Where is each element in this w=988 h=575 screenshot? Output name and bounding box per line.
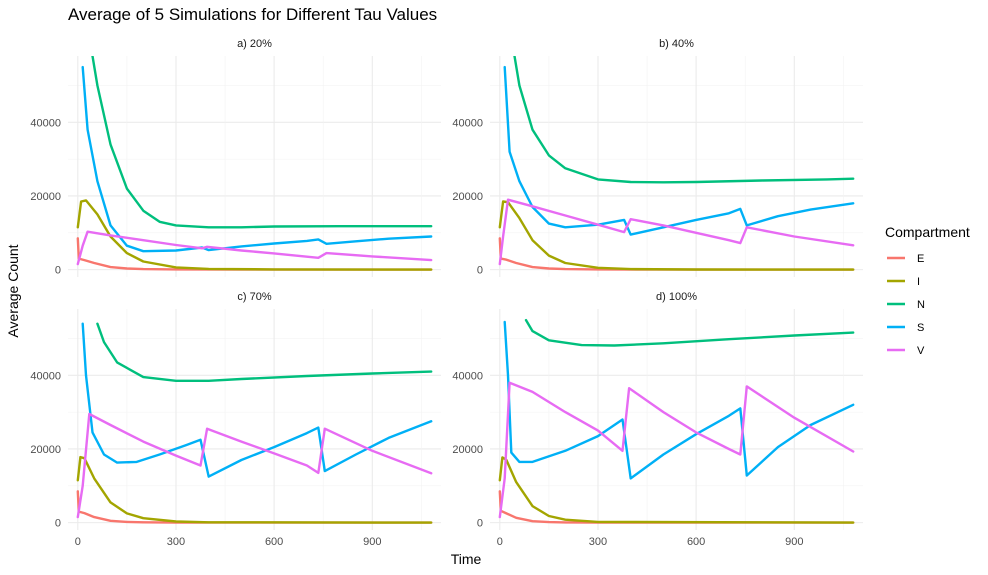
- grid: [490, 56, 863, 277]
- legend-item-V: V: [887, 345, 925, 357]
- panel-label: d) 100%: [656, 291, 697, 303]
- y-tick-label: 40000: [452, 370, 483, 382]
- y-tick-label: 0: [55, 265, 61, 277]
- series-group: [76, 322, 433, 524]
- series-line-E: [498, 490, 855, 524]
- legend-label: E: [917, 253, 924, 265]
- grid: [68, 309, 441, 530]
- series-line-N: [513, 56, 855, 184]
- series-line-I: [498, 200, 855, 271]
- y-tick-label: 0: [477, 518, 483, 530]
- x-tick-label: 0: [497, 536, 503, 548]
- series-line-N: [524, 318, 855, 347]
- y-tick-label: 20000: [30, 444, 61, 456]
- series-line-V: [498, 198, 855, 266]
- y-tick-label: 0: [55, 518, 61, 530]
- series-line-E: [76, 490, 433, 524]
- x-tick-label: 300: [167, 536, 185, 548]
- panel-label: a) 20%: [237, 38, 272, 50]
- x-tick-label: 300: [589, 536, 607, 548]
- panel-3: c) 70% 0 20000 40000 0 300 600 900: [30, 291, 441, 548]
- legend-label: V: [917, 345, 925, 357]
- x-axis-label: Time: [451, 551, 482, 567]
- legend-label: I: [917, 276, 920, 288]
- series-line-S: [503, 65, 855, 236]
- x-tick-label: 900: [363, 536, 381, 548]
- series-line-N: [91, 56, 433, 229]
- series-line-E: [498, 237, 855, 271]
- y-tick-label: 20000: [452, 444, 483, 456]
- x-tick-label: 0: [75, 536, 81, 548]
- series-line-V: [76, 230, 433, 266]
- legend-item-I: I: [887, 276, 920, 288]
- series-line-I: [76, 199, 433, 271]
- panel-label: b) 40%: [659, 38, 694, 50]
- panel-2: b) 40% 0 20000 40000: [452, 38, 863, 277]
- y-tick-label: 40000: [30, 117, 61, 129]
- series-line-S: [81, 65, 433, 253]
- series-line-I: [498, 456, 855, 524]
- series-group: [498, 318, 855, 524]
- series-line-N: [96, 322, 433, 382]
- y-tick-label: 20000: [30, 191, 61, 203]
- legend-label: N: [917, 299, 925, 311]
- y-tick-label: 40000: [452, 117, 483, 129]
- legend-item-N: N: [887, 299, 925, 311]
- series-group: [498, 56, 855, 271]
- series-group: [76, 56, 433, 271]
- y-tick-label: 20000: [452, 191, 483, 203]
- y-tick-label: 0: [477, 265, 483, 277]
- y-tick-label: 40000: [30, 370, 61, 382]
- series-line-V: [498, 381, 855, 519]
- series-line-V: [76, 412, 433, 519]
- panel-4: d) 100% 0 20000 40000 0 300 600 900: [452, 291, 863, 548]
- x-tick-label: 900: [785, 536, 803, 548]
- series-line-S: [503, 320, 855, 480]
- x-tick-label: 600: [687, 536, 705, 548]
- legend-item-E: E: [887, 253, 924, 265]
- panel-1: a) 20% 0 20000 40000: [30, 38, 441, 277]
- legend-title: Compartment: [885, 224, 970, 240]
- series-line-S: [81, 322, 433, 478]
- y-axis-label: Average Count: [5, 244, 21, 337]
- series-line-I: [76, 455, 433, 524]
- x-tick-label: 600: [265, 536, 283, 548]
- legend-item-S: S: [887, 322, 924, 334]
- legend-label: S: [917, 322, 924, 334]
- panel-label: c) 70%: [237, 291, 271, 303]
- chart-title: Average of 5 Simulations for Different T…: [68, 5, 437, 24]
